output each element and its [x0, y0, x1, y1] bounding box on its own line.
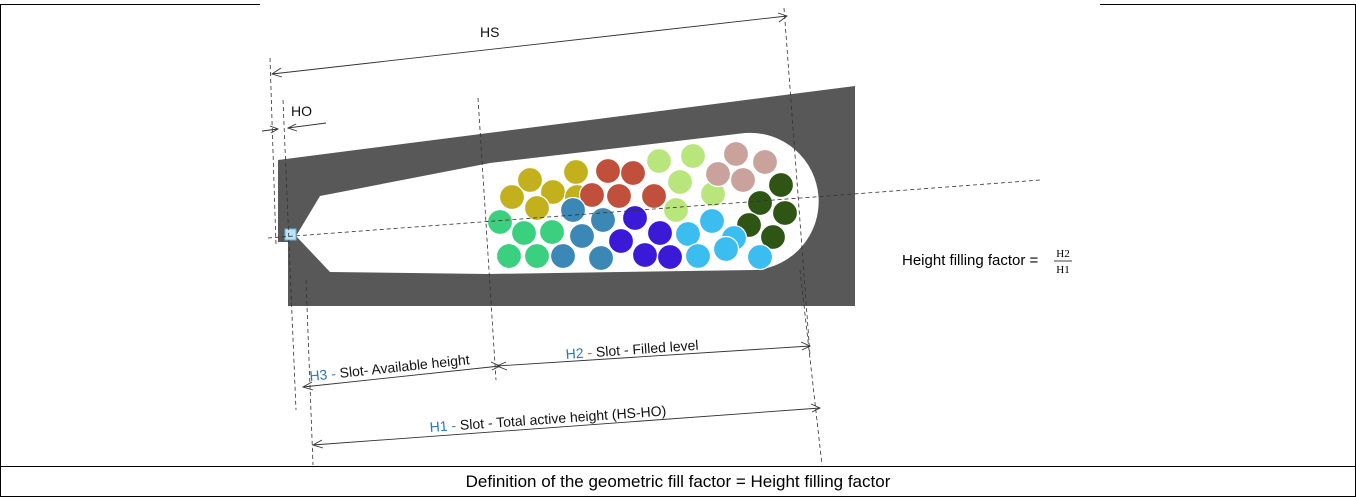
conductor-strand	[587, 244, 615, 272]
conductor-strand	[578, 181, 606, 209]
conductor-strand	[498, 183, 526, 211]
conductor-strand	[674, 220, 702, 248]
conductor-strand	[712, 235, 740, 263]
conductor-strand	[656, 243, 684, 271]
conductor-strand	[666, 168, 694, 196]
ext-line-hs-left	[269, 57, 277, 246]
frame-top-left-rule	[0, 4, 260, 5]
conductor-strand	[631, 241, 659, 269]
arrow-h2-right	[800, 341, 812, 351]
conductor-strand	[679, 142, 707, 170]
conductor-strand	[621, 204, 649, 232]
dim-line-ho-right	[287, 122, 327, 129]
label-h1: H1 - Slot - Total active height (HS-HO)	[429, 402, 667, 434]
conductor-strand	[640, 182, 668, 210]
ext-line-hs-right	[783, 7, 811, 356]
conductor-strand	[538, 218, 566, 246]
conductor-strand	[645, 147, 673, 175]
conductor-strand	[516, 166, 544, 194]
conductor-strand	[486, 208, 514, 236]
dim-line-h2	[496, 345, 811, 367]
conductor-strand	[729, 166, 757, 194]
arrow-hs-left	[270, 67, 283, 78]
conductor-strand	[746, 243, 774, 271]
dim-line-hs	[271, 15, 788, 75]
conductor-strand	[771, 199, 799, 227]
conductor-strand	[549, 242, 577, 270]
formula-denominator: H1	[1056, 264, 1069, 276]
figure-caption: Definition of the geometric fill factor …	[465, 471, 891, 491]
conductor-strand	[698, 207, 726, 235]
conductor-strand	[589, 206, 617, 234]
conductor-strand	[751, 148, 779, 176]
arrow-ho-right	[286, 123, 298, 132]
conductor-strand	[746, 189, 774, 217]
conductor-strand	[722, 140, 750, 168]
formula-text: Height filling factor =	[902, 252, 1039, 269]
conductor-group	[486, 140, 799, 272]
dim-line-ho-left	[261, 128, 279, 132]
conductor-strand	[559, 196, 587, 224]
conductor-strand	[767, 171, 795, 199]
slot-diagram: HS HO H3 - Slot- Available height H2 - S…	[261, 7, 1072, 466]
arrow-ho-left	[269, 125, 280, 134]
arrow-hs-right	[777, 12, 788, 23]
conductor-strand	[619, 159, 647, 187]
ext-line-h1-left	[305, 279, 314, 466]
conductor-strand	[704, 160, 732, 188]
conductor-strand	[594, 157, 622, 185]
conductor-strand	[562, 158, 590, 186]
label-hs: HS	[480, 24, 499, 40]
conductor-strand	[495, 242, 523, 270]
frame-left-rule	[0, 4, 1, 497]
ext-line-ho	[282, 99, 297, 411]
label-h1-text: Slot - Total active height (HS-HO)	[459, 402, 666, 432]
arrow-h1-right	[810, 403, 822, 413]
ext-line-h3-right	[477, 97, 497, 381]
conductor-strand	[759, 223, 787, 251]
label-h1-prefix: H1 -	[429, 417, 460, 435]
arrow-h1-left	[311, 439, 324, 449]
ext-line-h1-right	[799, 269, 823, 466]
arrow-h2-left	[495, 361, 508, 371]
slot-opening-marker	[284, 228, 297, 241]
label-h2-prefix: H2 -	[565, 344, 596, 362]
caption-divider	[0, 466, 1356, 467]
conductor-strand	[568, 222, 596, 250]
conductor-strand	[662, 196, 690, 224]
frame-top-right-rule	[1100, 4, 1356, 5]
conductor-strand	[523, 242, 551, 270]
conductor-strand	[510, 219, 538, 247]
conductor-strand	[684, 242, 712, 270]
label-h3-prefix: H3 -	[309, 365, 341, 384]
label-h2: H2 - Slot - Filled level	[565, 337, 699, 362]
conductor-strand	[605, 182, 633, 210]
conductor-strand	[523, 194, 551, 222]
label-h2-text: Slot - Filled level	[595, 337, 699, 360]
slot-centerline	[267, 179, 1041, 239]
label-h3: H3 - Slot- Available height	[309, 351, 471, 384]
label-ho: HO	[291, 103, 312, 119]
dim-line-h3	[302, 365, 501, 388]
arrow-h3-left	[301, 381, 314, 391]
conductor-strand	[607, 227, 635, 255]
conductor-strand	[646, 219, 674, 247]
formula-numerator: H2	[1056, 248, 1069, 260]
dim-line-h1	[312, 407, 821, 446]
